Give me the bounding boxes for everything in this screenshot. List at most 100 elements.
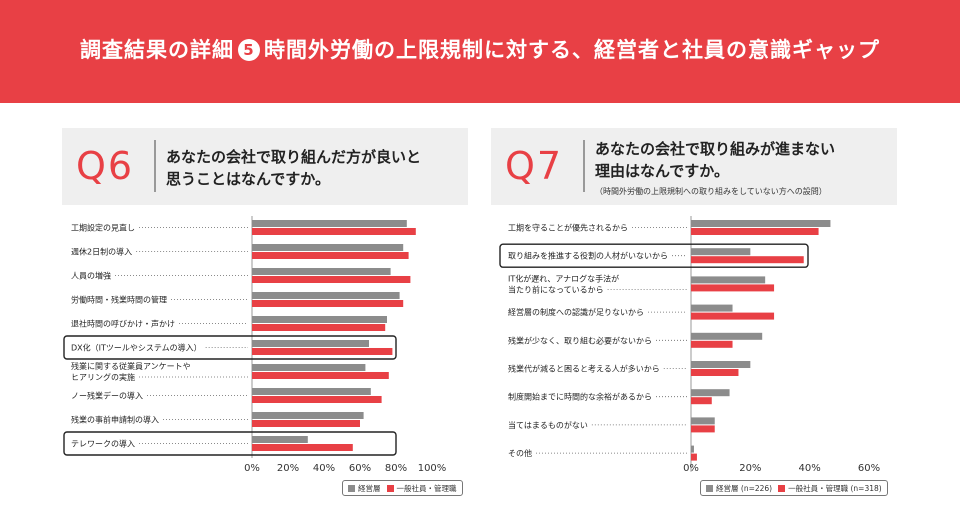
title-before: 調査結果の詳細 [80,38,234,62]
q6-bar-manager [252,436,308,443]
charts-area: 0% 20% 40% 60% 80% 100% 工期設定の見直し 週休2日制の導入 人員の増強労… [0,210,960,509]
q6-bar-manager [252,388,371,395]
q7-bar-employee [691,453,697,461]
q6-x-tick-label: 60% [349,463,371,474]
q6-legend-employee-swatch [386,484,394,492]
q6-category-label: テレワークの導入 [71,439,135,449]
q6-bar-manager [252,244,404,251]
q7-bar-manager [691,220,831,227]
q6-category-label: 週休2日制の導入 [71,247,132,257]
q6-highlight-box [63,431,397,456]
q6-question-line2: 思うことはなんですか。 [166,170,330,188]
q7-legend-manager-n: (n=226) [740,483,773,493]
q7-bar-manager [691,389,730,397]
q7-note: （時間外労働の上限規制への取り組みをしていない方への設問） [595,187,827,196]
q6-x-tick-label: 20% [277,463,299,474]
q7-question-line1: あなたの会社で取り組みが進まない [595,140,836,158]
page-title: 調査結果の詳細 5 時間外労働の上限規制に対する、経営者と社員の意識ギャップ [0,34,960,64]
q6-label: Q6 [76,144,135,188]
q7-bar-employee [691,340,733,348]
q7-x-tick-label: 20% [739,463,761,474]
q7-bar-manager [691,276,766,284]
q7-category-label: 制度開始までに時間的な余裕があるから [508,392,652,402]
q6-x-tick-label: 40% [313,463,335,474]
q6-category-label: 残業に関する従業員アンケートや [71,361,191,371]
header-banner: 調査結果の詳細 5 時間外労働の上限規制に対する、経営者と社員の意識ギャップ [0,0,960,103]
q6-legend-employee: 一般社員・管理職 [386,483,457,494]
q6-bar-employee [252,420,360,427]
q6-category-label: 工期設定の見直し [71,223,135,233]
q7-question: あなたの会社で取り組みが進まない 理由はなんですか。 [595,138,835,182]
q6-bar-manager [252,268,391,275]
q6-bar-employee [252,348,393,355]
q7-legend-manager: 経営層 (n=226) [706,483,772,494]
q7-bar-manager [691,417,715,425]
q7-x-tick-label: 40% [799,463,821,474]
q6-bar-manager [252,316,387,323]
q6-question-line1: あなたの会社で取り組んだ方が良いと [166,148,422,166]
q7-legend-employee: 一般社員・管理職 (n=318) [778,483,882,494]
q6-x-tick-label: 100% [418,463,447,474]
q6-category-label: ヒアリングの実施 [71,372,135,382]
q6-bar-employee [252,372,389,379]
q6-bar-employee [252,228,416,235]
q6-legend-manager-label: 経営層 [358,483,381,493]
q7-category-label: 残業代が減ると困ると考える人が多いから [508,364,660,374]
q7-bar-employee [691,312,775,320]
q7-bar-employee [691,425,715,433]
q7-bar-employee [691,369,739,376]
q6-highlight-box [63,335,397,360]
q7-legend-employee-n: (n=318) [850,483,882,493]
q7-bar-employee [691,397,712,405]
title-number-badge: 5 [238,39,260,61]
q6-bar-employee [252,396,382,403]
q6-bar-employee [252,252,409,259]
q6-bar-manager [252,412,364,419]
q6-bar-employee [252,276,411,283]
title-after: 時間外労働の上限規制に対する、経営者と社員の意識ギャップ [264,38,880,62]
q7-bar-employee [691,284,775,292]
q7-category-label: 当てはまるものがない [508,420,588,430]
q6-category-label: 残業の事前申請制の導入 [71,415,159,425]
q7-legend-employee-swatch [778,484,786,492]
q6-bar-employee [252,324,386,331]
q6-legend-manager-swatch [348,484,355,492]
q7-separator [583,140,585,192]
q7-bar-manager [691,304,733,312]
q7-bar-manager [691,361,751,368]
q7-x-tick-label: 60% [858,463,880,474]
q7-highlight-box [499,243,809,268]
q6-separator [154,140,156,192]
q7-category-label: その他 [508,448,532,458]
q6-question: あなたの会社で取り組んだ方が良いと 思うことはなんですか。 [166,146,421,190]
q6-bar-manager [252,340,369,347]
q7-question-line2: 理由はなんですか。 [595,162,729,180]
q7-category-label: 取り組みを推進する役割の人材がいないから [508,251,668,261]
q6-bar-manager [252,220,407,227]
q6-bar-manager [252,292,400,299]
q7-category-label: 経営層の制度への認識が足りないから [508,307,644,317]
q6-category-label: ノー残業デーの導入 [71,391,143,401]
q7-legend: 経営層 (n=226) 一般社員・管理職 (n=318) [700,480,888,496]
q7-bar-employee [691,228,819,235]
q6-bar-manager [252,364,366,371]
q7-x-tick-label: 0% [683,463,699,474]
q7-chart: 0% 20% 40% 60% 工期を守ることが優先されるから取り組みを推進する役割の人材… [499,216,880,474]
q7-category-label: 残業が少なく、取り組む必要がないから [508,335,652,345]
q6-bar-employee [252,300,404,307]
q7-bar-manager [691,248,751,256]
q6-category-label: 退社時間の呼びかけ・声かけ [71,319,175,329]
q6-bar-employee [252,444,353,451]
q7-bar-employee [691,256,804,264]
q7-legend-manager-swatch [706,484,713,492]
q7-question-box: Q7 あなたの会社で取り組みが進まない 理由はなんですか。 （時間外労働の上限規… [491,128,897,205]
q7-label: Q7 [505,144,564,188]
q6-category-label: DX化（ITツールやシステムの導入） [71,343,202,353]
q7-category-label: 当たり前になっているから [508,284,604,294]
q6-legend-manager: 経営層 [348,483,381,494]
q7-category-label: IT化が遅れ、アナログな手法が [508,273,619,283]
q7-legend-employee-label: 一般社員・管理職 [788,483,849,493]
q6-category-label: 人員の増強 [71,271,111,281]
q6-x-tick-label: 0% [244,463,260,474]
q6-legend: 経営層 一般社員・管理職 [342,480,463,496]
